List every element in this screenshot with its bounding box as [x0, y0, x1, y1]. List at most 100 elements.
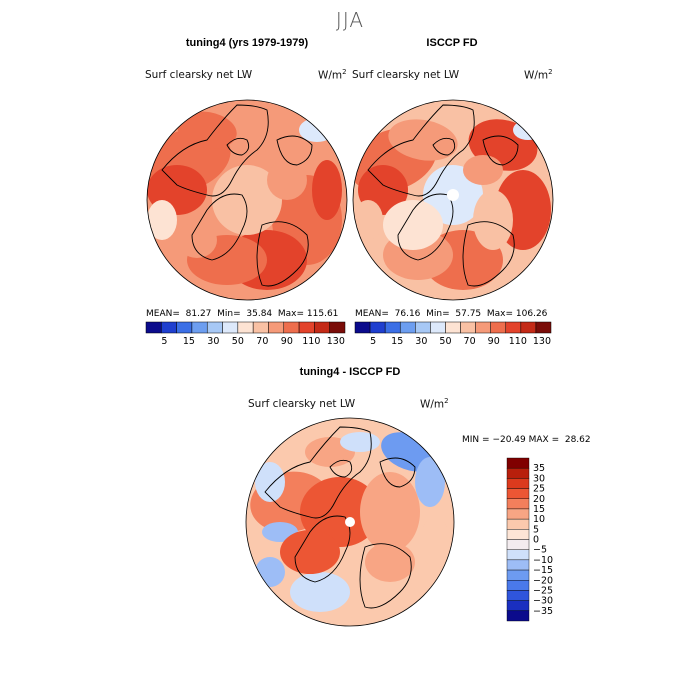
model-contour-region — [177, 222, 217, 258]
model-colorbar-tick-label: 5 — [161, 336, 167, 347]
obs-colorbar-swatch — [520, 321, 537, 334]
obs-colorbar-tick-label: 5 — [370, 336, 376, 347]
diff-colorbar-tick-label: −20 — [533, 575, 553, 586]
diff-colorbar-tick-label: −30 — [533, 596, 553, 607]
model-polar-map — [146, 99, 348, 301]
model-min-label: Min= — [217, 309, 241, 319]
model-contour-region — [267, 160, 307, 200]
diff-min-label: MIN = — [462, 435, 490, 445]
model-max-value: 115.61 — [306, 309, 339, 319]
diff-units-label: W/m2 — [420, 397, 449, 411]
diff-coastline — [329, 459, 353, 478]
obs-panel-title: ISCCP FD — [426, 37, 478, 49]
obs-colorbar-swatch — [354, 321, 371, 334]
model-contour-region — [312, 160, 342, 220]
diff-variable-label: Surf clearsky net LW — [248, 398, 356, 410]
diff-max-value: 28.62 — [564, 435, 591, 445]
obs-colorbar-swatch — [535, 321, 552, 334]
obs-colorbar-swatch — [460, 321, 476, 334]
model-colorbar-swatch — [222, 321, 239, 334]
model-coastline — [256, 221, 309, 287]
model-colorbar-swatch — [314, 321, 330, 334]
obs-colorbar-swatch — [369, 321, 386, 334]
obs-contour-region — [513, 120, 543, 140]
obs-pole-hole — [447, 189, 459, 201]
diff-contour-region — [360, 472, 420, 552]
model-colorbar-tick-label: 130 — [327, 336, 345, 347]
obs-contour-region — [463, 155, 503, 185]
obs-min-value: 57.75 — [455, 309, 482, 319]
model-colorbar-tick-label: 70 — [256, 336, 268, 347]
diff-map-border — [245, 417, 455, 627]
diff-panel-title: tuning4 - ISCCP FD — [299, 366, 401, 378]
diff-colorbar-swatch — [506, 539, 530, 550]
obs-contour-region — [353, 200, 383, 240]
diff-colorbar-swatch — [506, 600, 530, 612]
model-colorbar-swatch — [298, 321, 315, 334]
obs-coastline — [367, 104, 475, 197]
diff-colorbar-tick-label: −25 — [533, 585, 553, 596]
obs-min-label: Min= — [426, 309, 450, 319]
model-colorbar-tick-label: 110 — [302, 336, 320, 347]
model-colorbar-swatch — [283, 321, 300, 334]
diff-colorbar-swatch — [506, 549, 530, 561]
model-contour-region — [147, 200, 177, 240]
diff-colorbar-swatch — [506, 467, 530, 479]
obs-colorbar-tick-label: 70 — [464, 336, 476, 347]
diff-colorbar-tick-label: 25 — [533, 484, 545, 495]
obs-contour-region — [388, 119, 458, 161]
model-contour-region — [212, 165, 282, 235]
obs-colorbar-tick-label: 15 — [391, 336, 403, 347]
diff-max-label: MAX = — [528, 435, 560, 445]
diff-colorbar-tick-label: 20 — [533, 494, 545, 505]
model-colorbar-tick-label: 50 — [232, 336, 244, 347]
obs-max-value: 106.26 — [515, 309, 548, 319]
diff-pole-hole — [345, 517, 355, 527]
diff-contour-region — [300, 477, 380, 547]
diff-colorbar-tick-label: 10 — [533, 514, 545, 525]
obs-colorbar-swatch — [415, 321, 431, 334]
model-coastline — [191, 193, 248, 261]
diff-contour-region — [340, 432, 380, 452]
diff-polar-map — [245, 417, 455, 627]
season-title: JJA — [335, 8, 365, 32]
diff-colorbar-swatch — [506, 529, 530, 540]
obs-colorbar-tick-label: 30 — [415, 336, 427, 347]
diff-coastline — [294, 515, 351, 583]
model-coastline — [161, 104, 269, 197]
obs-coastline — [462, 221, 515, 287]
diff-colorbar-tick-label: 5 — [533, 524, 539, 535]
diff-colorbar-tick-label: −15 — [533, 565, 553, 576]
diff-contour-region — [255, 462, 285, 502]
diff-colorbar-swatch — [506, 569, 530, 581]
model-stats: MEAN= 81.27 Min= 35.84 Max= 115.61 — [146, 309, 338, 319]
diff-contour-region — [290, 572, 350, 612]
diff-colorbar-swatch — [506, 610, 530, 622]
obs-colorbar: 5 15 30 50 70 90 110 130 — [354, 321, 552, 347]
obs-coastline — [482, 135, 519, 166]
model-min-value: 35.84 — [246, 309, 273, 319]
model-max-label: Max= — [277, 309, 305, 319]
model-coastline — [226, 137, 250, 156]
diff-colorbar-swatch — [506, 518, 530, 530]
model-colorbar-swatch — [268, 321, 285, 334]
diff-colorbar-swatch — [506, 457, 530, 469]
model-colorbar-swatch — [145, 321, 162, 334]
diff-coastline — [359, 543, 412, 609]
obs-stats: MEAN= 76.16 Min= 57.75 Max= 106.26 — [355, 309, 547, 319]
diff-coastline — [379, 457, 416, 488]
obs-colorbar-swatch — [490, 321, 507, 334]
model-coastline — [276, 135, 313, 166]
model-colorbar-swatch — [329, 321, 346, 334]
obs-colorbar-swatch — [505, 321, 522, 334]
diff-colorbar-swatch — [506, 498, 530, 510]
diff-colorbar-swatch — [506, 508, 530, 520]
model-panel-title: tuning4 (yrs 1979-1979) — [185, 37, 309, 49]
obs-variable-label: Surf clearsky net LW — [352, 69, 460, 81]
diff-colorbar-swatch — [506, 590, 530, 601]
diff-contour-region — [255, 557, 285, 587]
model-mean-label: MEAN= — [146, 309, 180, 319]
obs-colorbar-tick-label: 90 — [488, 336, 500, 347]
